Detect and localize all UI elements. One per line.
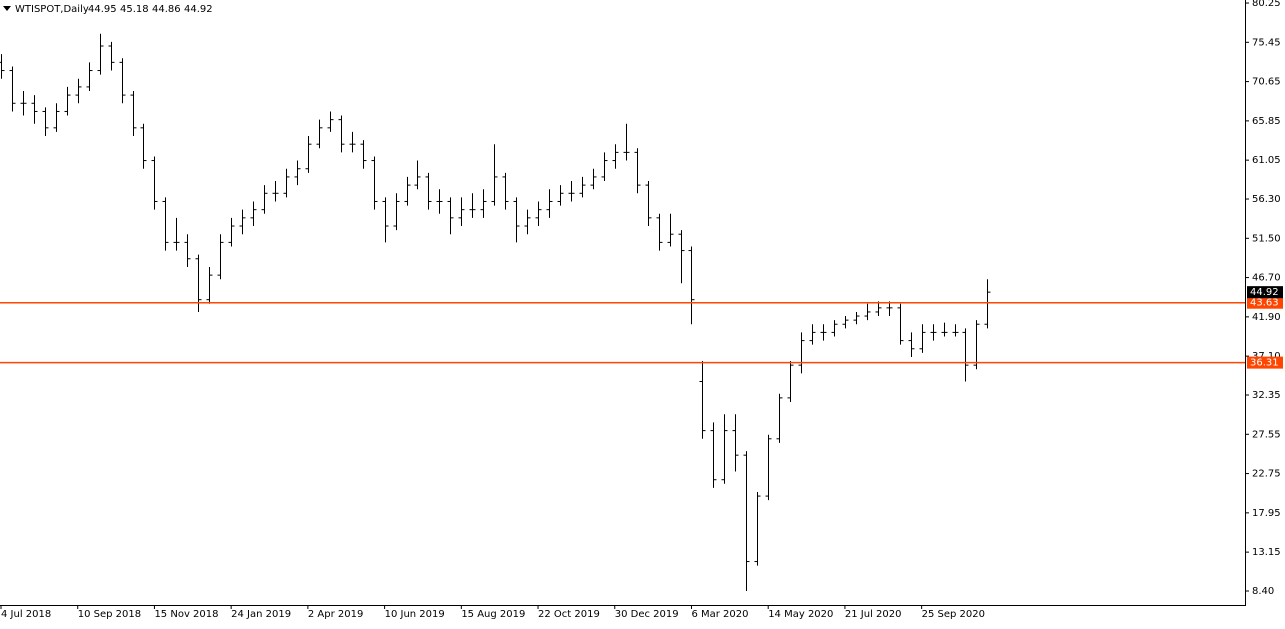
level-label: 43.63 <box>1250 298 1279 309</box>
x-tick-label: 2 Apr 2019 <box>308 609 363 620</box>
y-tick-label: 75.45 <box>1252 37 1281 48</box>
y-tick-label: 70.65 <box>1252 77 1281 88</box>
quote-value: 44.92 <box>184 4 213 15</box>
y-tick-label: 32.35 <box>1252 390 1281 401</box>
x-tick-label: 30 Dec 2019 <box>615 609 679 620</box>
y-tick-label: 17.95 <box>1252 508 1281 519</box>
y-tick-label: 41.90 <box>1252 312 1281 323</box>
last-price-box <box>1247 286 1283 299</box>
x-tick-label: 6 Mar 2020 <box>691 609 748 620</box>
y-tick-label: 61.05 <box>1252 155 1281 166</box>
y-tick-label: 46.70 <box>1252 273 1281 284</box>
x-tick-label: 22 Oct 2019 <box>538 609 600 620</box>
y-tick-label: 56.30 <box>1252 194 1281 205</box>
level-label-box <box>1247 356 1283 369</box>
menu-arrow[interactable] <box>3 6 11 11</box>
x-tick-label: 24 Jan 2019 <box>231 609 291 620</box>
y-tick-label: 8.40 <box>1252 586 1274 597</box>
y-tick-label: 22.75 <box>1252 469 1281 480</box>
x-tick-label: 25 Sep 2020 <box>922 609 985 620</box>
y-tick-label: 80.25 <box>1252 0 1281 9</box>
x-tick-label: 10 Jun 2019 <box>385 609 445 620</box>
level-label-box <box>1247 296 1283 309</box>
x-tick-label: 21 Jul 2020 <box>845 609 902 620</box>
x-tick-label: 14 May 2020 <box>768 609 833 620</box>
quote-value: 44.86 <box>152 4 181 15</box>
chart-title: WTISPOT,Daily <box>15 4 89 15</box>
x-tick-label: 15 Aug 2019 <box>461 609 525 620</box>
y-tick-label: 13.15 <box>1252 547 1281 558</box>
level-label: 36.31 <box>1250 358 1279 369</box>
quote-value: 45.18 <box>120 4 149 15</box>
x-tick-label: 10 Sep 2018 <box>78 609 141 620</box>
quote-value: 44.95 <box>88 4 117 15</box>
x-tick-label: 4 Jul 2018 <box>1 609 51 620</box>
x-tick-label: 15 Nov 2018 <box>154 609 218 620</box>
y-tick-label: 51.50 <box>1252 233 1281 244</box>
y-tick-label: 27.55 <box>1252 429 1281 440</box>
last-price-label: 44.92 <box>1250 287 1279 298</box>
y-tick-label: 65.85 <box>1252 116 1281 127</box>
